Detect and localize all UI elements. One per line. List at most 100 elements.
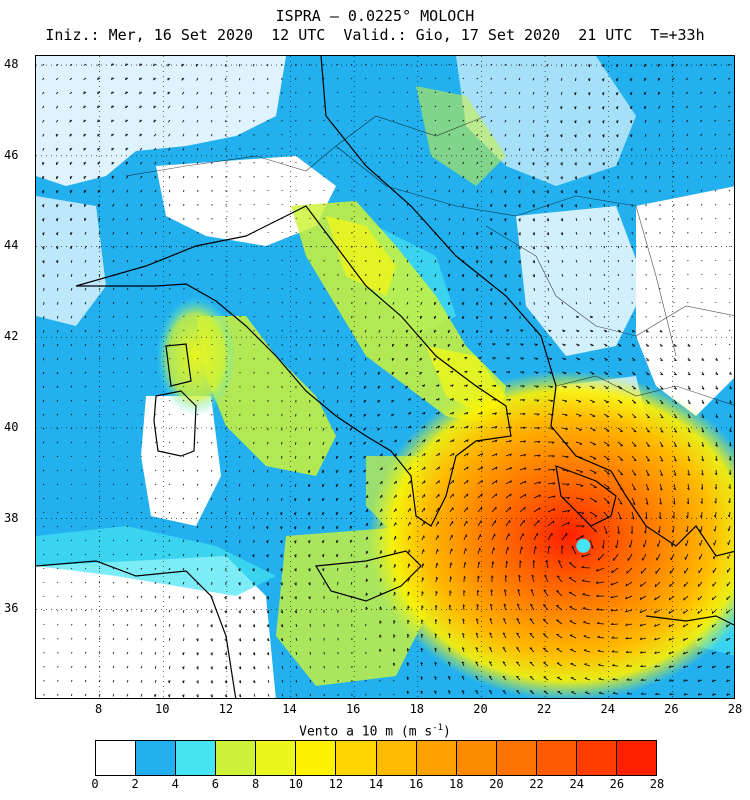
wind-arrow [323,385,325,389]
wind-arrow [569,562,577,569]
wind-arrow-head [466,453,469,456]
wind-arrow [448,77,451,80]
wind-arrow-head [294,610,297,614]
wind-arrow-head [574,106,576,110]
wind-arrow [84,693,87,697]
wind-arrow [182,441,185,444]
wind-arrow [505,547,509,555]
wind-arrow [350,399,353,403]
wind-arrow-head [490,288,492,292]
wind-arrow [502,690,507,695]
wind-arrow [575,399,582,402]
wind-arrow [323,399,325,403]
wind-arrow-head [553,495,556,499]
wind-arrow-head [461,274,464,278]
wind-arrow-head [252,597,255,600]
wind-arrow-head [210,681,213,684]
wind-arrow [640,637,647,640]
wind-arrow-head [518,246,521,250]
wind-arrow [673,427,678,433]
wind-arrow [519,440,526,443]
wind-arrow [612,679,619,681]
wind-arrow-head [366,564,369,568]
wind-arrow [519,454,527,457]
wind-arrow-head [660,473,663,476]
wind-arrow-head [451,370,454,374]
wind-arrow-head [592,401,595,403]
wind-arrow [126,189,129,193]
wind-arrow [625,581,633,587]
wind-arrow [168,609,171,613]
wind-arrow [448,647,451,653]
wind-arrow [700,147,703,150]
wind-arrow [547,385,553,387]
wind-arrow [463,412,469,415]
wind-arrow-head [581,579,585,582]
wind-arrow [126,623,129,627]
wind-arrow [98,357,101,360]
wind-arrow-head [280,512,282,516]
wind-arrow [668,665,675,668]
wind-arrow-head [548,545,551,549]
wind-arrow-head [41,176,44,180]
wind-arrow [617,483,624,490]
wind-arrow [392,273,395,277]
wind-arrow-head [436,576,439,580]
wind-arrow [589,217,592,221]
wind-arrow-head [522,399,526,402]
wind-arrow [476,147,479,151]
wind-arrow [533,546,536,555]
wind-arrow [659,413,664,419]
wind-arrow [687,441,691,447]
wind-arrow-head [593,444,596,446]
wind-arrow-head [626,692,630,695]
wind-arrow [379,91,381,93]
wind-arrow [589,287,592,291]
wind-arrow [224,91,227,95]
wind-arrow-head [266,583,269,586]
lon-tick-14: 14 [282,702,297,716]
wind-arrow-head [504,232,507,236]
wind-arrow [392,245,395,249]
wind-arrow [519,480,527,485]
wind-arrow [420,189,423,192]
wind-arrow-head [493,357,496,360]
wind-arrow [561,273,564,277]
wind-arrow-head [266,568,269,572]
wind-arrow [518,105,521,109]
wind-arrow [654,623,661,627]
wind-arrow [364,371,367,375]
wind-arrow-head [560,134,563,138]
wind-arrow-head [490,274,492,278]
wind-arrow-head [504,190,506,194]
wind-arrow [575,231,578,235]
wind-arrow-head [464,562,467,565]
wind-arrow-head [660,459,664,462]
wind-arrow [420,91,423,94]
wind-arrow-head [252,653,256,656]
wind-arrow-head [83,105,85,109]
wind-arrow-head [479,357,482,360]
lat-tick-44: 44 [4,238,19,253]
wind-arrow [238,483,241,487]
wind-arrow-head [674,388,677,390]
wind-arrow [712,665,717,669]
wind-arrow [611,623,619,625]
wind-arrow [182,497,185,500]
wind-arrow [713,91,717,94]
wind-arrow-head [701,402,705,404]
wind-arrow [518,147,521,151]
wind-arrow-head [493,343,496,346]
wind-arrow-head [518,218,521,222]
wind-arrow [350,385,353,389]
wind-arrow [57,273,59,277]
wind-arrow-head [532,190,535,194]
wind-arrow [697,665,703,669]
wind-arrow [70,371,73,374]
wind-arrow-head [524,494,527,497]
wind-arrow [490,133,493,137]
wind-arrow [253,63,255,67]
wind-arrow [351,91,353,94]
wind-arrow-head [616,134,619,138]
wind-arrow-head [56,260,58,264]
